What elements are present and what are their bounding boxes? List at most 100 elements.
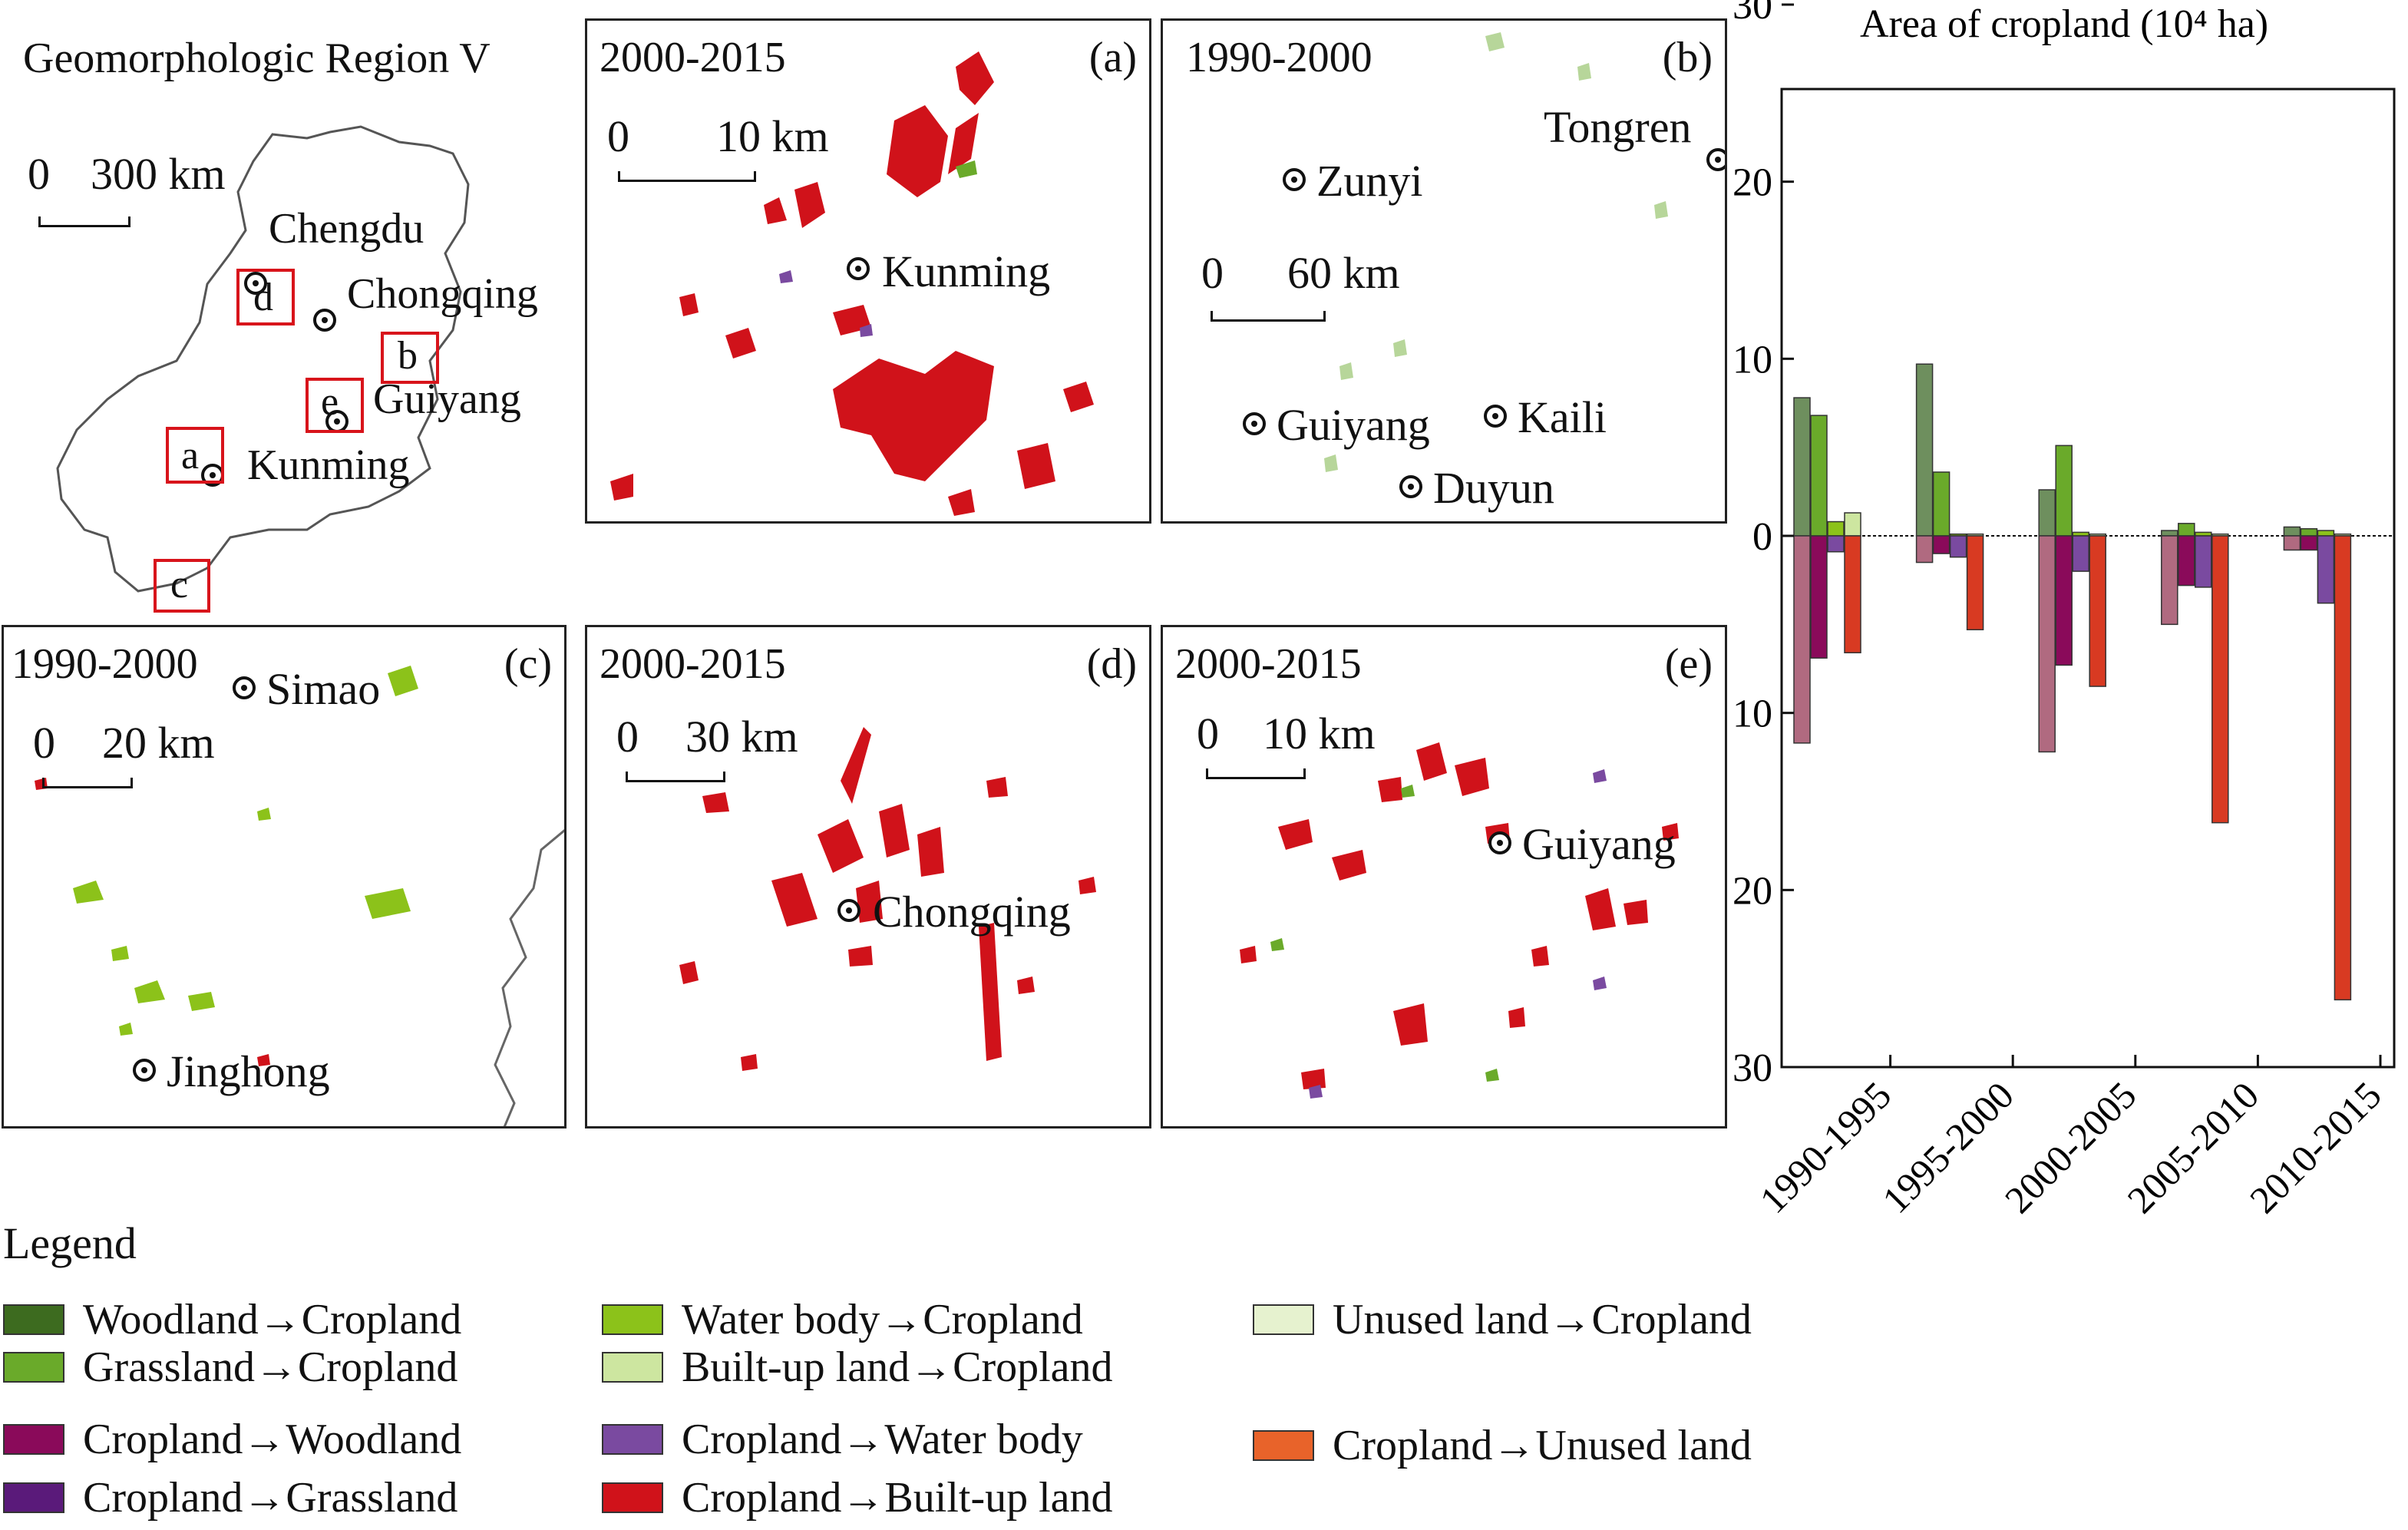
bar-loss: [2161, 535, 2178, 626]
city-label-jinghong: Jinghong: [167, 1046, 330, 1096]
inset-box-letter-e: e: [321, 380, 339, 424]
legend-swatch: [3, 1424, 64, 1455]
legend-item: Unused land→Cropland: [1253, 1296, 1752, 1343]
map-panel-a: 2000-2015 (a) 0 10 km Kunming: [585, 18, 1151, 524]
map-panel-b: 1990-2000 (b) Tongren Zunyi 0 60 km Guiy…: [1161, 18, 1727, 524]
city-label-kunming: Kunming: [247, 441, 410, 489]
panel-d-period: 2000-2015: [600, 640, 786, 688]
city-marker-tongren: [1706, 148, 1725, 171]
panel-a-scale-label: 10 km: [716, 111, 829, 161]
bar-loss: [2195, 535, 2212, 588]
y-tick-label: 20: [1733, 869, 1772, 913]
bar-loss: [2055, 535, 2073, 666]
legend-swatch: [1253, 1304, 1314, 1335]
city-marker-zunyi: [1283, 168, 1306, 191]
panel-e-tag: (e): [1664, 640, 1713, 688]
legend-swatch: [3, 1482, 64, 1513]
x-tick-label: 1995-2000: [1874, 1073, 2022, 1221]
bar-loss: [1810, 535, 1828, 659]
bar-gain: [2178, 523, 2195, 537]
panel-d-scale-label: 30 km: [685, 712, 798, 762]
region-outline: [56, 125, 470, 593]
map-panel-c: 1990-2000 (c) Simao 0 20 km Jinghong: [2, 625, 566, 1128]
y-tick-label: 0: [1752, 515, 1772, 559]
legend-item: Built-up land→Cropland: [602, 1343, 1113, 1391]
bar-gain: [1827, 520, 1845, 537]
legend-item: Cropland→Unused land: [1253, 1422, 1752, 1469]
city-label-zunyi: Zunyi: [1316, 156, 1423, 206]
panel-b-tag: (b): [1662, 34, 1713, 81]
inset-box-e: [306, 378, 364, 433]
panel-c-tag: (c): [504, 640, 552, 688]
bar-loss: [1915, 535, 1934, 563]
legend-label: Cropland→Grassland: [83, 1474, 458, 1522]
legend-item: Cropland→Built-up land: [602, 1474, 1113, 1522]
legend-swatch: [1253, 1430, 1314, 1461]
bar-loss: [2089, 535, 2106, 687]
inset-box-letter-c: c: [170, 563, 189, 606]
legend-swatch: [602, 1304, 663, 1335]
inset-box-c: [154, 559, 210, 613]
overview-map: Geomorphologic Region V 0 300 km Chengdu…: [0, 0, 583, 614]
x-tick-label: 2010-2015: [2241, 1073, 2390, 1221]
overview-scale-bar: [38, 216, 130, 227]
map-panel-e: 2000-2015 (e) 0 10 km Guiyang: [1161, 625, 1727, 1128]
city-marker-kunming-a: [847, 257, 870, 280]
city-marker-guiyang-e: [1488, 831, 1511, 854]
panel-c-scale-zero: 0: [33, 718, 55, 768]
bar-gain: [1793, 397, 1811, 537]
inset-box-a: [166, 427, 224, 484]
panel-d-tag: (d): [1086, 640, 1137, 688]
bar-loss: [2038, 535, 2056, 753]
bar-gain: [2055, 444, 2073, 537]
change-patches-b: [1324, 32, 1668, 472]
city-marker-jinghong: [133, 1059, 156, 1082]
panel-d-scale-bar: [626, 772, 725, 782]
bar-gain: [2283, 526, 2301, 537]
legend-label: Grassland→Cropland: [83, 1343, 458, 1391]
bar-gain: [2161, 530, 2178, 537]
x-tick-label: 1990-1995: [1752, 1073, 1900, 1221]
bar-loss: [1966, 535, 1984, 631]
overview-title: Geomorphologic Region V: [23, 35, 491, 82]
bar-gain: [2317, 530, 2335, 537]
city-marker-simao: [233, 676, 256, 699]
legend-swatch: [602, 1482, 663, 1513]
change-patches-a: [610, 51, 1094, 516]
legend-swatch: [602, 1352, 663, 1383]
bar-gain: [2038, 489, 2056, 537]
bar-loss: [1844, 535, 1861, 653]
panel-e-period: 2000-2015: [1175, 640, 1362, 688]
x-tick-label: 2005-2010: [2119, 1073, 2267, 1221]
legend-label: Cropland→Water body: [682, 1416, 1083, 1463]
city-label-kunming-a: Kunming: [882, 246, 1051, 296]
city-label-guiyang-e: Guiyang: [1522, 819, 1676, 869]
legend-label: Cropland→Built-up land: [682, 1474, 1113, 1522]
inset-box-letter-a: a: [181, 434, 200, 478]
bar-loss: [2211, 535, 2229, 824]
panel-a-period: 2000-2015: [600, 34, 786, 81]
bar-gain: [2300, 528, 2318, 537]
change-patches-e: [1240, 742, 1679, 1099]
panel-c-period: 1990-2000: [12, 640, 198, 688]
bar-gain: [1932, 471, 1951, 537]
legend-swatch: [602, 1424, 663, 1455]
change-patches-d: [679, 727, 1096, 1071]
y-tick-label: 30: [1733, 1046, 1772, 1090]
city-label-kaili: Kaili: [1518, 392, 1607, 442]
panel-c-scale-bar: [42, 778, 133, 788]
legend-item: Grassland→Cropland: [3, 1343, 458, 1391]
bar-loss: [1793, 535, 1811, 744]
city-label-guiyang: Guiyang: [373, 375, 521, 423]
overview-scale-zero: 0: [28, 149, 50, 199]
panel-b-scale-zero: 0: [1201, 248, 1224, 298]
inset-box-d: [236, 269, 295, 325]
change-patches-c: [35, 666, 564, 1126]
legend-label: Woodland→Cropland: [83, 1296, 462, 1343]
bar-loss: [2317, 535, 2335, 604]
city-label-simao: Simao: [266, 664, 381, 714]
inset-box-letter-d: d: [253, 276, 273, 319]
map-panel-d: 2000-2015 (d) 0 30 km Chongqing: [585, 625, 1151, 1128]
y-tick-label: 10: [1733, 692, 1772, 736]
legend-item: Cropland→Grassland: [3, 1474, 458, 1522]
